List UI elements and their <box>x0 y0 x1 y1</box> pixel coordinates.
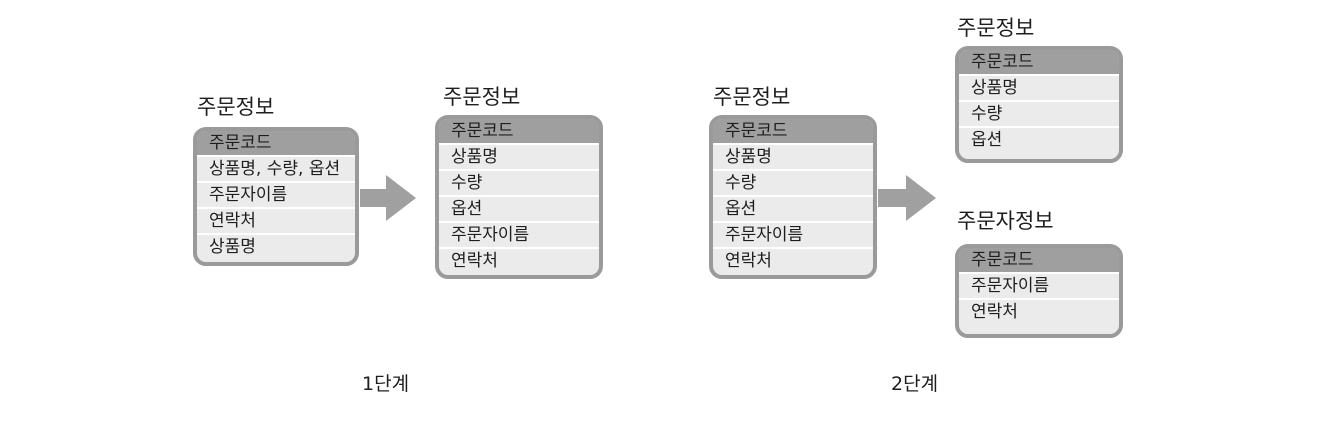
table-row: 주문자이름 <box>959 274 1119 300</box>
step2-before-title: 주문정보 <box>713 85 791 109</box>
table-row: 옵션 <box>439 197 599 223</box>
table-row: 상품명 <box>959 76 1119 102</box>
step2-customer-title: 주문자정보 <box>957 209 1054 233</box>
step2-order-title: 주문정보 <box>957 16 1035 40</box>
step1-label: 1단계 <box>362 373 410 395</box>
table-row: 수량 <box>959 102 1119 128</box>
table-row: 수량 <box>713 171 873 197</box>
step1-before-table: 주문코드 상품명, 수량, 옵션 주문자이름 연락처 상품명 <box>193 127 359 266</box>
table-row: 연락처 <box>451 251 498 271</box>
step1-after-title: 주문정보 <box>443 85 521 109</box>
table-row: 상품명 <box>209 237 256 257</box>
step1-after-table: 주문코드 상품명 수량 옵션 주문자이름 연락처 <box>435 115 603 279</box>
table-row: 연락처 <box>971 302 1018 322</box>
table-row: 옵션 <box>713 197 873 223</box>
step2-label: 2단계 <box>891 373 939 395</box>
table-row-key: 주문코드 <box>959 248 1119 274</box>
table-row-key: 주문코드 <box>713 119 873 145</box>
table-row-key: 주문코드 <box>439 119 599 145</box>
table-row: 연락처 <box>725 251 772 271</box>
step2-before-table: 주문코드 상품명 수량 옵션 주문자이름 연락처 <box>709 115 877 279</box>
table-row: 상품명 <box>713 145 873 171</box>
step2-order-table: 주문코드 상품명 수량 옵션 <box>955 46 1123 163</box>
table-row: 주문자이름 <box>197 183 355 209</box>
step1-before-title: 주문정보 <box>197 95 275 119</box>
table-row: 연락처 <box>197 209 355 235</box>
table-row: 상품명 <box>439 145 599 171</box>
table-row: 상품명, 수량, 옵션 <box>197 157 355 183</box>
table-row-key: 주문코드 <box>197 131 355 157</box>
table-row: 주문자이름 <box>713 223 873 249</box>
step2-arrow-icon <box>878 175 936 221</box>
table-row: 주문자이름 <box>439 223 599 249</box>
table-row-key: 주문코드 <box>959 50 1119 76</box>
table-row: 수량 <box>439 171 599 197</box>
step2-customer-table: 주문코드 주문자이름 연락처 <box>955 244 1123 338</box>
step1-arrow-icon <box>360 175 416 221</box>
table-row: 옵션 <box>971 130 1003 150</box>
